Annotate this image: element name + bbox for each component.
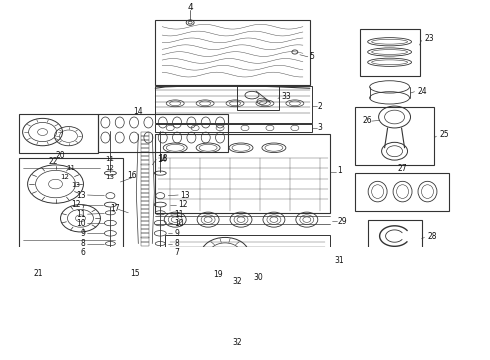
Text: 15: 15 [130, 269, 140, 278]
Bar [141, 148, 149, 152]
Bar [141, 185, 149, 189]
Bar [178, 288, 318, 333]
Bar [141, 193, 149, 197]
Text: 12: 12 [178, 200, 188, 209]
Bar [141, 229, 149, 234]
Text: 26: 26 [363, 116, 372, 125]
Text: 32: 32 [232, 277, 242, 286]
Bar [237, 86, 279, 110]
Text: 3: 3 [318, 123, 323, 132]
Bar [141, 161, 149, 165]
Bar [19, 114, 98, 153]
Text: 19: 19 [213, 270, 223, 279]
Text: 12: 12 [61, 174, 70, 180]
Bar [355, 173, 449, 211]
Bar [141, 217, 149, 221]
Bar [141, 172, 149, 177]
Text: 13: 13 [105, 174, 114, 180]
Bar [141, 140, 149, 144]
Text: 24: 24 [417, 86, 427, 95]
Text: 14: 14 [157, 155, 167, 164]
Bar [141, 209, 149, 213]
Text: 25: 25 [440, 130, 449, 139]
Bar [141, 168, 149, 173]
Bar [141, 238, 149, 242]
Bar [155, 124, 312, 132]
Text: 12: 12 [105, 165, 114, 171]
Text: 13: 13 [76, 190, 85, 199]
Bar [141, 221, 149, 225]
Text: 33: 33 [282, 92, 292, 101]
Text: 1: 1 [337, 166, 342, 175]
Text: 20: 20 [56, 151, 65, 160]
Bar [141, 205, 149, 209]
Text: 9: 9 [174, 229, 179, 238]
Bar [141, 144, 149, 148]
Text: 10: 10 [174, 219, 184, 228]
Bar [19, 158, 123, 251]
Text: 30: 30 [253, 273, 263, 282]
Text: 23: 23 [424, 34, 434, 43]
Text: 28: 28 [427, 232, 437, 241]
Bar [141, 152, 149, 157]
Text: 8: 8 [81, 239, 85, 248]
Text: 8: 8 [174, 239, 179, 248]
Text: 11: 11 [67, 165, 75, 171]
Text: 7: 7 [174, 248, 179, 257]
Text: 4: 4 [187, 3, 193, 12]
Bar [141, 181, 149, 185]
Text: 6: 6 [80, 248, 85, 257]
Bar [355, 107, 435, 165]
Bar [141, 165, 149, 168]
Text: 16: 16 [127, 171, 137, 180]
Bar [155, 20, 310, 85]
Text: 13: 13 [180, 190, 190, 199]
Text: 22: 22 [49, 157, 58, 166]
Bar [98, 114, 228, 152]
Bar [368, 220, 422, 252]
Text: 21: 21 [34, 269, 43, 278]
Bar [155, 86, 312, 123]
Bar [141, 225, 149, 229]
Text: 18: 18 [158, 154, 168, 163]
Bar [155, 134, 330, 213]
Text: 5: 5 [310, 52, 315, 61]
Bar [141, 132, 149, 136]
Bar [141, 213, 149, 217]
Bar [141, 156, 149, 161]
Bar [141, 189, 149, 193]
Text: 13: 13 [71, 183, 80, 188]
Text: 14: 14 [133, 107, 143, 116]
Bar [141, 201, 149, 205]
Bar [360, 30, 419, 76]
Text: 10: 10 [76, 219, 85, 228]
Text: 2: 2 [318, 102, 322, 111]
Text: 31: 31 [335, 256, 344, 265]
Text: 9: 9 [80, 229, 85, 238]
Bar [141, 197, 149, 201]
Bar [141, 242, 149, 246]
Text: 11: 11 [76, 210, 85, 219]
Bar [165, 235, 330, 273]
Text: 11: 11 [105, 157, 114, 162]
Text: 32: 32 [232, 338, 242, 347]
Text: 12: 12 [71, 200, 80, 209]
Bar [141, 136, 149, 140]
Bar [141, 177, 149, 181]
Text: 29: 29 [338, 216, 347, 225]
Text: 11: 11 [174, 210, 184, 219]
Bar [141, 233, 149, 238]
Text: 27: 27 [398, 164, 407, 173]
Text: 17: 17 [110, 203, 120, 212]
